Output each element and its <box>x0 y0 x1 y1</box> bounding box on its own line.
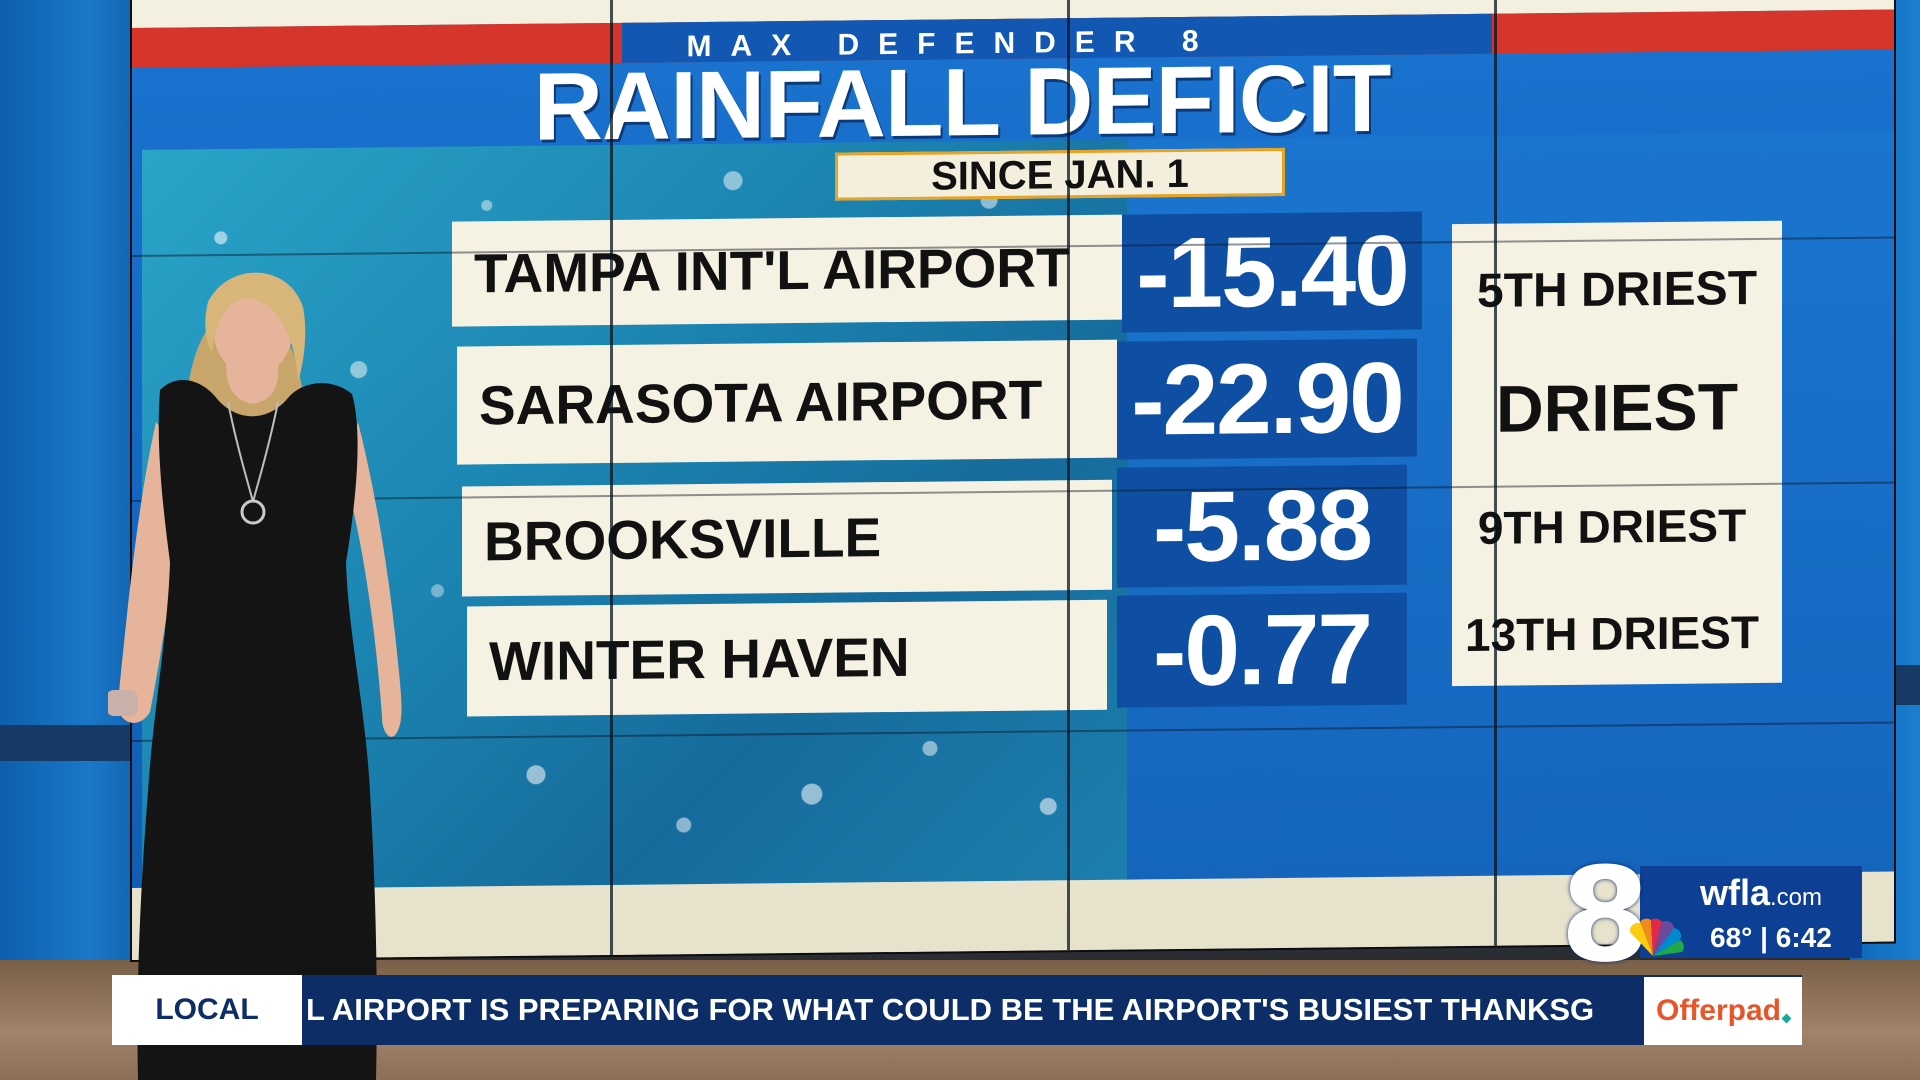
row-rank-tampa: 5TH DRIEST <box>1476 261 1758 318</box>
row-value-brooksville: -5.88 <box>1117 464 1407 588</box>
row-location-sarasota: SARASOTA AIRPORT <box>457 339 1117 465</box>
row-location-tampa: TAMPA INT'L AIRPORT <box>452 214 1122 327</box>
row-rank-brooksville: 9TH DRIEST <box>1477 499 1747 554</box>
studio-wall-left <box>0 0 150 1080</box>
graphic-subtitle: SINCE JAN. 1 <box>835 147 1285 201</box>
panel-seam <box>610 0 613 955</box>
channel-8-logo: 8 <box>1560 839 1651 991</box>
row-rank-sarasota: DRIEST <box>1495 369 1739 446</box>
ticker-category-tag: LOCAL <box>112 975 302 1045</box>
row-value-winter-haven: -0.77 <box>1117 593 1407 708</box>
news-ticker: LOCAL L AIRPORT IS PREPARING FOR WHAT CO… <box>112 975 1802 1045</box>
panel-seam <box>1067 0 1070 951</box>
row-value-tampa: -15.40 <box>1122 211 1422 333</box>
ticker-headline: L AIRPORT IS PREPARING FOR WHAT COULD BE… <box>306 992 1595 1027</box>
clock-time: 6:42 <box>1775 922 1832 953</box>
station-bug: 8 wfla.com 68° | 6:42 <box>1560 850 1862 980</box>
nbc-peacock-icon <box>1629 918 1684 956</box>
temperature-time-readout: 68° | 6:42 <box>1710 922 1832 953</box>
row-value-sarasota: -22.90 <box>1117 338 1417 460</box>
row-rank-winter-haven: 13TH DRIEST <box>1465 605 1759 662</box>
row-location-winter-haven: WINTER HAVEN <box>467 599 1107 717</box>
sponsor-logo: Offerpad <box>1644 977 1802 1045</box>
temperature: 68° <box>1710 922 1753 953</box>
ticker-crawl: L AIRPORT IS PREPARING FOR WHAT COULD BE… <box>302 975 1757 1045</box>
panel-seam <box>1494 0 1497 946</box>
station-website: wfla.com <box>1700 872 1823 913</box>
meteorologist-presenter <box>108 272 402 1080</box>
graphic-title: RAINFALL DEFICIT <box>533 44 1391 161</box>
